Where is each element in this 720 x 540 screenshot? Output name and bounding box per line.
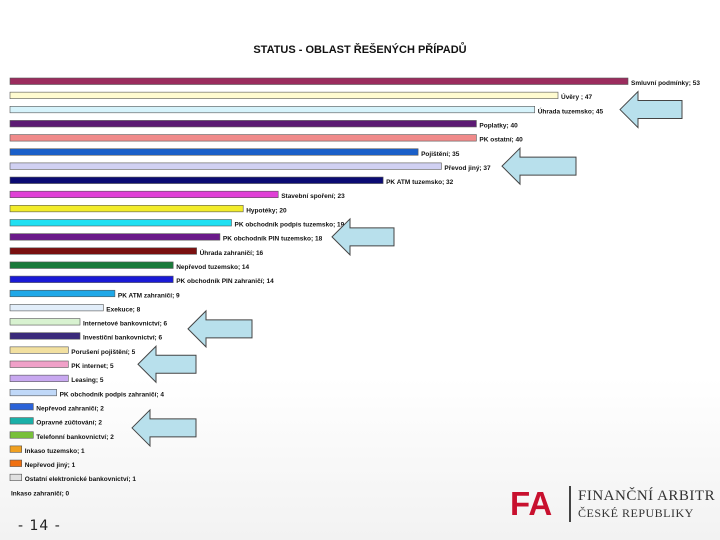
bar-label: PK ostatní; 40 [479, 137, 523, 144]
bar-label: Úvěry ; 47 [561, 92, 592, 101]
bar-label: Porušení pojištění; 5 [71, 349, 135, 356]
bar [9, 332, 81, 340]
logo-divider [569, 486, 571, 522]
bar [9, 473, 22, 482]
annotation-arrow [187, 309, 253, 349]
annotation-arrow [131, 408, 197, 448]
bar-label: PK ATM zahraničí; 9 [118, 292, 180, 299]
bar [9, 346, 69, 354]
bar [9, 459, 22, 467]
financni-arbitr-logo: FA FINANČNÍ ARBITR ČESKÉ REPUBLIKY [510, 484, 715, 528]
bar-label: Internetové bankovnictví; 6 [83, 321, 168, 328]
annotation-arrow [501, 146, 577, 186]
bar-label: Nepřevod zahraničí; 2 [36, 405, 104, 412]
bar-label: Smluvní podmínky; 53 [631, 80, 700, 87]
bar [9, 318, 81, 326]
annotation-arrow [619, 90, 683, 129]
bar [9, 77, 629, 85]
bar-label: Inkaso tuzemsko; 1 [25, 448, 85, 455]
bar [9, 445, 22, 453]
bar [9, 233, 221, 241]
bar-label: Hypotéky; 20 [246, 207, 287, 214]
bar-label: PK obchodník PIN tuzemsko; 18 [223, 236, 323, 243]
chart-title: STATUS - OBLAST ŘEŠENÝCH PŘÍPADŮ [253, 44, 467, 56]
bar [9, 261, 174, 269]
bar [9, 360, 69, 368]
bar [9, 431, 34, 439]
bar-label: Nepřevod tuzemsko; 14 [176, 264, 249, 271]
bar-label: Poplatky; 40 [479, 123, 518, 130]
bar [9, 388, 57, 397]
bar-label: PK obchodník podpis tuzemsko; 19 [235, 222, 345, 229]
logo-line-2: ČESKÉ REPUBLIKY [578, 506, 694, 520]
bar [9, 275, 174, 283]
bar-label: PK obchodník podpis zahraničí; 4 [60, 391, 165, 398]
logo-line-1: FINANČNÍ ARBITR [578, 488, 716, 504]
bar-label: Nepřevod jiný; 1 [25, 462, 76, 469]
bar [9, 417, 34, 425]
bar-label: Úhrada tuzemsko; 45 [538, 106, 604, 115]
bar [9, 219, 232, 227]
bar-label: PK ATM tuzemsko; 32 [386, 179, 454, 186]
bar-label: Pojištění; 35 [421, 151, 460, 158]
bar-label: Úhrada zahraničí; 16 [200, 248, 264, 257]
bar [9, 134, 477, 142]
bar [9, 148, 419, 156]
bar [9, 91, 559, 99]
bar [9, 120, 477, 128]
bar-label: Ostatní elektronické bankovnictví; 1 [25, 476, 137, 483]
bar [9, 205, 244, 213]
annotation-arrow [331, 217, 395, 257]
bar-label: PK internet; 5 [71, 363, 114, 370]
bar [9, 247, 197, 255]
bar-label: Převod jiný; 37 [444, 165, 491, 172]
bar [9, 304, 104, 312]
page-number: - 14 - [18, 518, 61, 534]
bar [9, 190, 279, 198]
bar [9, 162, 442, 170]
bar [9, 374, 69, 382]
bar [9, 106, 536, 114]
bar-label: Inkaso zahraničí; 0 [11, 490, 70, 497]
bar-label: PK obchodník PIN zahraničí; 14 [176, 278, 274, 285]
logo-mark: FA [510, 485, 553, 522]
bar [9, 176, 384, 184]
annotation-arrow [137, 345, 197, 384]
bar-label: Leasing; 5 [71, 377, 104, 384]
bar-label: Exekuce; 8 [106, 306, 140, 313]
bar-label: Stavební spoření; 23 [281, 193, 345, 200]
bar [9, 403, 34, 411]
bar-label: Telefonní bankovnictví; 2 [36, 434, 114, 441]
bar [9, 289, 116, 298]
bar-label: Opravné zúčtování; 2 [36, 420, 102, 427]
bar-label: Investiční bankovnictví; 6 [83, 335, 162, 342]
